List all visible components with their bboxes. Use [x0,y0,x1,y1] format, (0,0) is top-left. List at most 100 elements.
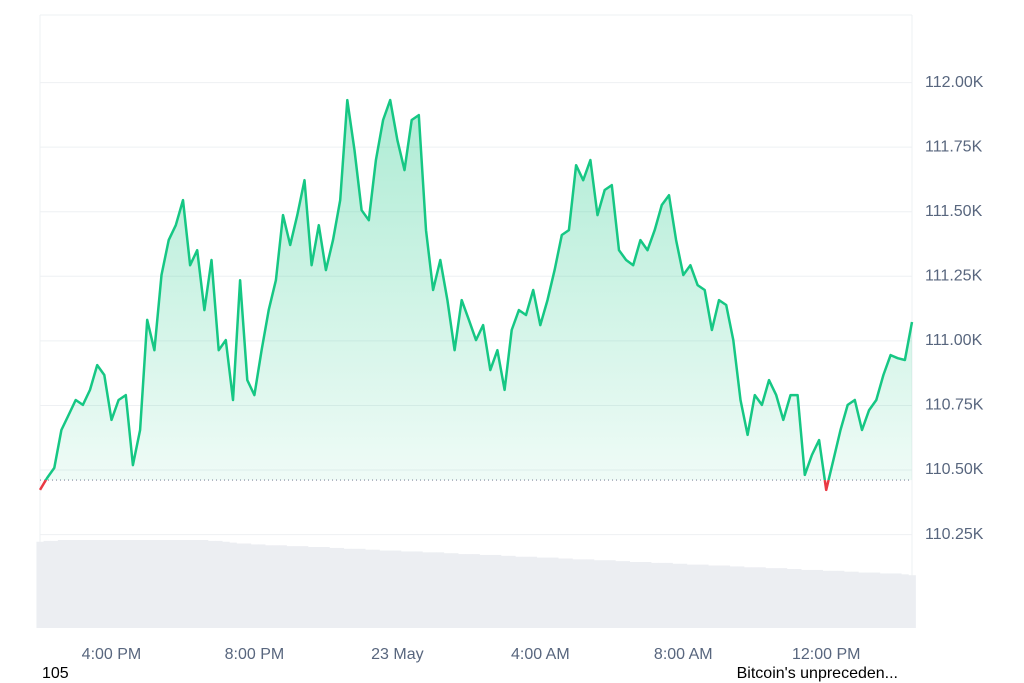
volume-bar [672,563,681,628]
volume-bar [879,573,888,628]
volume-bar [794,569,802,628]
volume-bar [215,540,223,628]
volume-bar [136,540,144,628]
volume-bar [779,568,788,628]
y-tick-label: 111.75K [925,138,983,155]
area [45,100,912,481]
volume-bar [343,548,352,628]
volume-bar [229,542,237,628]
y-tick-label: 112.00K [925,74,984,91]
volume-bar [894,573,902,628]
volume-bar [408,551,416,628]
volume-bar [608,560,616,628]
volume-bar [200,540,209,628]
volume-bar [865,572,873,628]
volume-bar [436,552,445,628]
volume-bar [236,543,245,628]
y-tick-label: 111.50K [925,203,983,220]
volume-bar [193,540,202,628]
volume-bar [250,544,259,628]
volume-bar [129,540,137,628]
volume-bar [458,554,466,628]
volume-bar [629,562,638,628]
x-tick-label: 12:00 PM [792,646,860,663]
volume-bar [615,561,623,628]
volume-bar [522,556,530,628]
volume-bar [551,557,559,628]
volume-bar [851,571,859,628]
volume-bar [829,570,838,628]
volume-bar [858,572,866,628]
volume-bar [665,562,673,628]
x-tick-label: 23 May [371,646,423,663]
volume-bar [336,547,345,628]
volume-bar [686,564,695,628]
price-line [44,98,914,481]
volume-bar [772,568,781,628]
volume-bar [572,559,580,628]
volume-bar [744,567,752,628]
y-tick-label: 111.25K [925,268,983,285]
volume-bar [486,554,495,628]
volume-bar [729,566,738,628]
volume-bar [758,567,766,628]
volume-bar [393,550,402,628]
volume-bar [107,540,116,628]
volume-bar [529,556,538,628]
volume-bar [365,549,373,628]
volume-bar [886,573,895,628]
volume-bar [279,545,287,628]
volume-bar [86,540,94,628]
volume-bar [558,558,566,628]
volume-bar [36,541,44,628]
volume-bar [100,540,109,628]
volume-bar [443,553,452,628]
volume-bar [358,548,366,628]
volume-bar [808,569,816,628]
volume-bar [786,569,795,628]
volume-bar [465,554,473,628]
volume-bar [715,565,723,628]
volume-bar [701,564,709,628]
volume-bar [65,540,73,628]
volume-bar [429,552,437,628]
volume-bar [565,558,573,628]
volume-bar [579,559,588,628]
volume-bar [479,554,488,628]
volume-bar [815,569,823,628]
volume-bar [508,555,516,628]
volume-bar [622,561,630,628]
volume-bar [450,553,459,628]
volume-bar [501,555,509,628]
volume-bar [400,551,409,628]
volume-bar [751,567,759,628]
y-tick-label: 110.25K [925,526,984,543]
volume-bar [179,540,187,628]
volume-bar [472,554,480,628]
volume-bar [415,551,423,628]
volume-bar [651,562,659,628]
volume-bar [350,548,359,628]
x-tick-label: 8:00 PM [225,646,285,663]
volume-bar [72,540,80,628]
x-tick-label: 4:00 PM [82,646,142,663]
volume-bar [722,565,731,628]
volume-bar [222,541,230,628]
volume-bar [493,554,502,628]
volume-bar [57,540,66,628]
volume-bar [836,570,845,628]
volume-bar [186,540,194,628]
volume-bar [593,560,602,628]
volume-bar [243,543,252,628]
y-tick-label: 110.75K [925,397,984,414]
volume-bar [844,571,852,628]
volume-bar [308,547,316,628]
volume-bar [765,568,773,628]
volume-bar [601,560,609,628]
volume-bar [708,565,716,628]
volume-bar [265,545,273,628]
volume-bar [122,540,130,628]
volume-bar [293,546,302,628]
volume-bar [543,557,552,628]
